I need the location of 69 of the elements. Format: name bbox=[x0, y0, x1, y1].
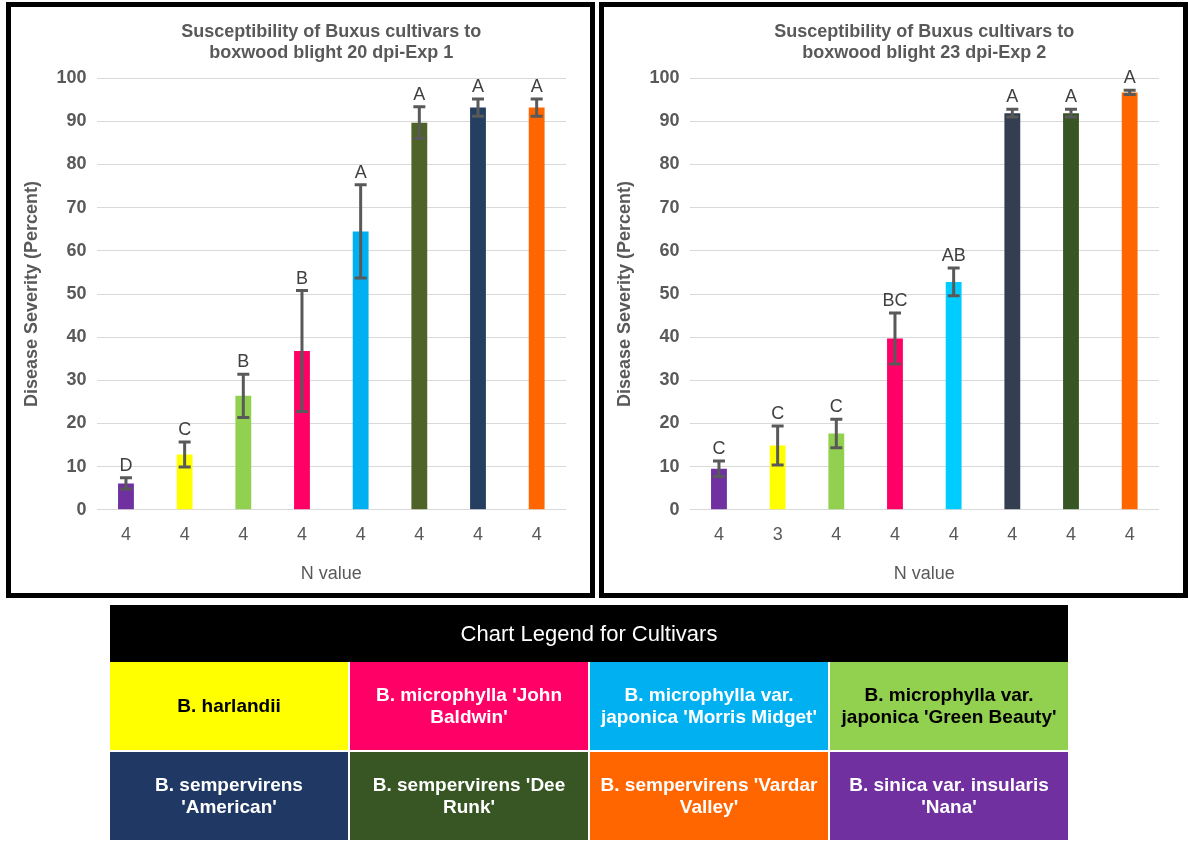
x-tick-label: 4 bbox=[179, 523, 190, 544]
x-axis-title: N value bbox=[893, 563, 955, 584]
annotation: A bbox=[471, 75, 484, 96]
category-label: B. sempervirens 'American' bbox=[110, 752, 348, 840]
annotation: A bbox=[530, 75, 543, 96]
annotation: C bbox=[771, 403, 785, 424]
x-tick-label: 4 bbox=[414, 523, 425, 544]
y-tick-label: 50 bbox=[659, 282, 680, 303]
category-label: B. microphylla var. japonica 'Morris Midget' bbox=[590, 662, 828, 750]
category-label: B. harlandii bbox=[110, 662, 348, 750]
annotation: A bbox=[413, 83, 426, 104]
chart-title: Susceptibility of Buxus cultivars to boxwood blight 20 dpi-Exp 1 bbox=[181, 20, 482, 63]
y-tick-label: 20 bbox=[66, 412, 87, 433]
y-tick-label: 10 bbox=[66, 455, 87, 476]
y-tick-label: 40 bbox=[66, 326, 87, 347]
category-label: B. microphylla 'John Baldwin' bbox=[350, 662, 588, 750]
x-tick-label: 4 bbox=[296, 523, 307, 544]
y-axis-title: Disease Severity (Percent) bbox=[20, 180, 41, 408]
x-tick-label: 4 bbox=[831, 523, 842, 544]
annotation: A bbox=[354, 161, 367, 182]
x-tick-label: 4 bbox=[120, 523, 131, 544]
annotation: D bbox=[119, 454, 133, 475]
y-tick-label: 30 bbox=[66, 369, 87, 390]
category-label: B. microphylla var. japonica 'Green Beauty' bbox=[830, 662, 1068, 750]
y-tick-label: 10 bbox=[659, 455, 680, 476]
x-tick-label: 4 bbox=[1007, 523, 1018, 544]
chart-title: Susceptibility of Buxus cultivars to boxwood blight 23 dpi-Exp 2 bbox=[774, 20, 1075, 63]
y-tick-label: 60 bbox=[66, 239, 87, 260]
annotation: AB bbox=[941, 245, 966, 266]
y-tick-label: 90 bbox=[66, 110, 87, 131]
y-tick-label: 70 bbox=[659, 196, 680, 217]
annotation: A bbox=[1123, 67, 1136, 88]
y-tick-label: 100 bbox=[649, 67, 680, 88]
category-label: B. sempervirens 'Dee Runk' bbox=[350, 752, 588, 840]
annotation: B bbox=[237, 351, 250, 372]
y-tick-label: 60 bbox=[659, 239, 680, 260]
annotation: C bbox=[829, 396, 843, 417]
y-tick-label: 40 bbox=[659, 326, 680, 347]
x-tick-label: 4 bbox=[238, 523, 249, 544]
annotation: C bbox=[178, 419, 192, 440]
annotation: A bbox=[1006, 86, 1019, 107]
text: Chart Legend for Cultivars bbox=[110, 605, 1068, 662]
y-tick-label: 30 bbox=[659, 369, 680, 390]
x-tick-label: 4 bbox=[1065, 523, 1076, 544]
y-axis-title: Disease Severity (Percent) bbox=[613, 180, 634, 408]
x-tick-label: 4 bbox=[355, 523, 366, 544]
x-tick-label: 3 bbox=[772, 523, 783, 544]
annotation: A bbox=[1064, 86, 1077, 107]
y-tick-label: 100 bbox=[56, 67, 87, 88]
category-label: B. sempervirens 'Vardar Valley' bbox=[590, 752, 828, 840]
x-tick-label: 4 bbox=[889, 523, 900, 544]
y-tick-label: 70 bbox=[66, 196, 87, 217]
y-tick-label: 0 bbox=[76, 498, 87, 519]
y-tick-label: 80 bbox=[66, 153, 87, 174]
x-tick-label: 4 bbox=[1124, 523, 1135, 544]
annotation: BC bbox=[882, 289, 908, 310]
x-axis-title: N value bbox=[300, 563, 362, 584]
y-tick-label: 50 bbox=[66, 282, 87, 303]
y-tick-label: 90 bbox=[659, 110, 680, 131]
category-label: B. sinica var. insularis 'Nana' bbox=[830, 752, 1068, 840]
x-tick-label: 4 bbox=[713, 523, 724, 544]
x-tick-label: 4 bbox=[948, 523, 959, 544]
annotation: C bbox=[712, 438, 726, 458]
y-tick-label: 0 bbox=[669, 498, 680, 519]
y-tick-label: 20 bbox=[659, 412, 680, 433]
annotation: B bbox=[295, 267, 308, 288]
x-tick-label: 4 bbox=[472, 523, 483, 544]
y-tick-label: 80 bbox=[659, 153, 680, 174]
x-tick-label: 4 bbox=[531, 523, 542, 544]
